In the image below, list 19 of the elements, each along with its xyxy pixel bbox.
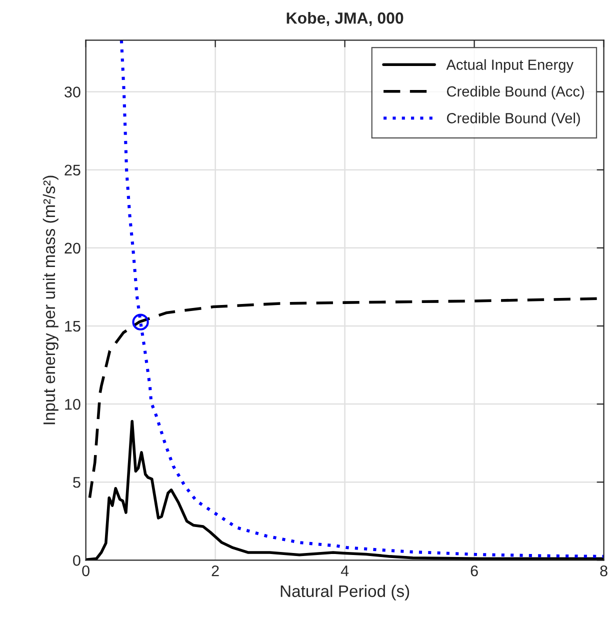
y-tick-label: 15 — [65, 321, 80, 332]
y-axis-title: Input energy per unit mass (m²/s²) — [42, 176, 58, 424]
legend-label: Credible Bound (Vel) — [446, 112, 580, 126]
legend-label: Actual Input Energy — [446, 59, 574, 73]
y-tick-label: 20 — [64, 242, 80, 254]
y-tick-label: 25 — [64, 164, 80, 176]
chart-title: Kobe, JMA, 000 — [286, 12, 404, 26]
y-tick-label: 0 — [73, 555, 80, 566]
legend-label: Credible Bound (Acc) — [446, 86, 584, 100]
x-tick-label: 8 — [600, 565, 608, 576]
y-tick-label: 10 — [65, 398, 80, 410]
x-tick-label: 6 — [470, 565, 478, 576]
line-series — [120, 40, 604, 558]
x-tick-label: 4 — [340, 566, 349, 576]
y-tick-label: 5 — [73, 477, 80, 488]
y-tick-label: 30 — [64, 86, 80, 98]
x-axis-title: Natural Period (s) — [280, 584, 410, 600]
x-tick-label: 2 — [212, 565, 219, 576]
x-tick-label: 0 — [82, 565, 90, 576]
